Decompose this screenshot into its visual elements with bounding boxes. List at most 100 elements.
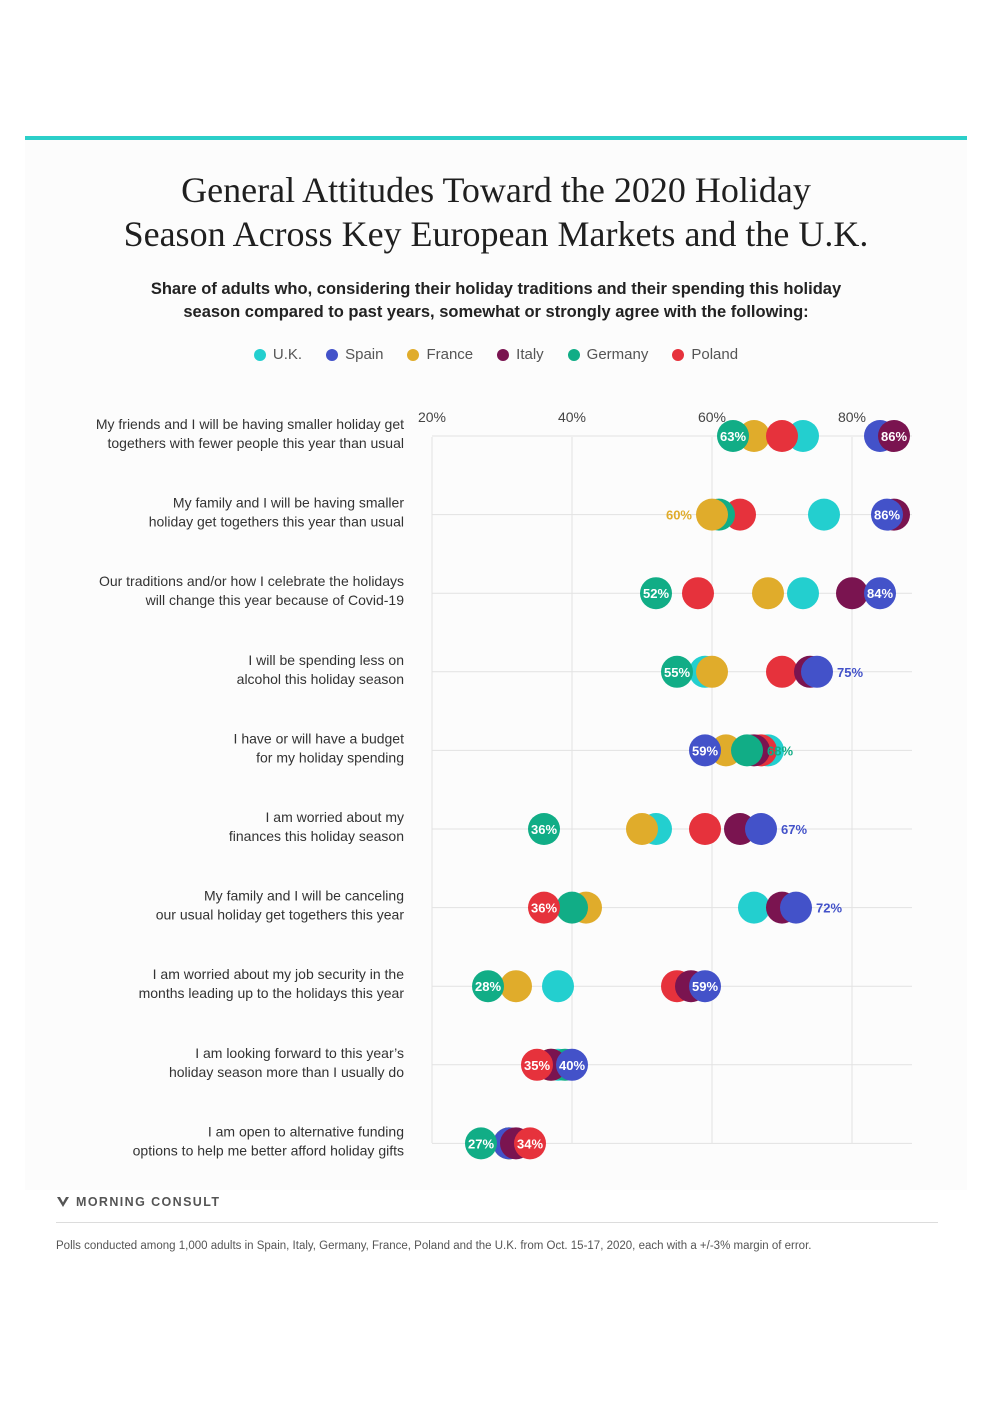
dot-row-7-germany <box>556 891 588 924</box>
dot-row-3-poland <box>682 577 714 610</box>
data-label-row-10-low: 27% <box>468 1136 494 1151</box>
x-tick-label-60: 60% <box>698 409 726 425</box>
legend-dot-spain <box>326 348 339 361</box>
x-tick-label-40: 40% <box>558 409 586 425</box>
dot-row-6-france <box>626 813 658 845</box>
row-label-9-line-1: I am looking forward to this year’s <box>195 1045 404 1061</box>
data-label-row-6-low: 36% <box>531 822 557 837</box>
data-label-row-3-high: 84% <box>867 586 893 601</box>
dot-row-1-italy <box>878 420 910 452</box>
title-line-2: Season Across Key European Markets and t… <box>123 214 869 254</box>
title-line-1: General Attitudes Toward the 2020 Holida… <box>181 170 811 210</box>
row-label-7-line-2: our usual holiday get togethers this yea… <box>156 907 405 923</box>
row-label-6-line-1: I am worried about my <box>266 809 405 825</box>
morning-consult-logo-icon <box>57 1197 69 1207</box>
data-label-row-7-high: 72% <box>816 901 842 916</box>
dot-row-2-uk <box>808 498 840 531</box>
dot-row-1-germany <box>717 420 749 452</box>
data-label-row-5-low: 59% <box>692 743 718 758</box>
dot-row-1-poland <box>766 420 798 452</box>
data-label-row-9-low: 35% <box>524 1058 550 1073</box>
dot-row-10-germany <box>465 1127 497 1160</box>
dot-row-9-poland <box>521 1048 553 1081</box>
legend-dot-poland <box>672 348 685 361</box>
dot-row-3-spain <box>864 577 896 610</box>
dot-row-2-spain <box>871 498 903 531</box>
legend-dot-france <box>407 348 420 361</box>
x-tick-label-80: 80% <box>838 409 866 425</box>
dot-row-4-poland <box>766 655 798 688</box>
legend-item-uk: U.K. <box>253 346 303 363</box>
dot-row-2-france <box>696 498 728 531</box>
row-label-1-line-1: My friends and I will be having smaller … <box>96 416 404 432</box>
row-label-7-line-1: My family and I will be canceling <box>204 888 404 904</box>
data-label-row-2-low: 60% <box>666 508 692 523</box>
chart-subtitle: Share of adults who, considering their h… <box>120 278 872 324</box>
legend-label-france: France <box>426 346 474 363</box>
legend-item-italy: Italy <box>497 346 544 363</box>
data-label-row-8-low: 28% <box>475 979 501 994</box>
legend-item-spain: Spain <box>326 346 383 363</box>
dot-row-3-france <box>752 577 784 610</box>
row-label-2-line-1: My family and I will be having smaller <box>173 495 404 511</box>
legend-label-poland: Poland <box>691 346 739 363</box>
accent-bar <box>25 136 967 140</box>
row-label-9-line-2: holiday season more than I usually do <box>169 1064 404 1080</box>
dot-row-7-poland <box>528 891 560 924</box>
data-label-row-4-low: 55% <box>664 665 690 680</box>
dot-row-7-spain <box>780 891 812 924</box>
row-label-1-line-2: togethers with fewer people this year th… <box>107 435 404 451</box>
row-label-4-line-2: alcohol this holiday season <box>237 671 404 687</box>
row-label-8-line-2: months leading up to the holidays this y… <box>139 985 405 1001</box>
data-label-row-4-high: 75% <box>837 665 863 680</box>
dot-row-10-poland <box>514 1127 546 1160</box>
dot-row-6-germany <box>528 813 560 845</box>
dot-row-9-spain <box>556 1048 588 1081</box>
dot-row-6-spain <box>745 813 777 845</box>
legend-label-uk: U.K. <box>272 346 303 363</box>
legend-dot-germany <box>567 348 580 361</box>
row-label-6-line-2: finances this holiday season <box>229 828 404 844</box>
legend-item-germany: Germany <box>567 346 649 363</box>
dot-row-3-italy <box>836 577 868 610</box>
dot-row-4-france <box>696 655 728 688</box>
dot-row-8-spain <box>689 970 721 1003</box>
legend-dot-uk <box>253 348 266 361</box>
legend-dot-italy <box>497 348 510 361</box>
row-label-5-line-1: I have or will have a budget <box>234 730 405 746</box>
data-label-row-10-high: 34% <box>517 1136 543 1151</box>
row-label-10-line-2: options to help me better afford holiday… <box>133 1142 404 1158</box>
data-label-row-2-high: 86% <box>874 508 900 523</box>
dot-row-3-uk <box>787 577 819 610</box>
dot-row-4-germany <box>661 655 693 688</box>
legend-label-germany: Germany <box>586 346 649 363</box>
dot-row-3-germany <box>640 577 672 610</box>
x-tick-label-20: 20% <box>418 409 446 425</box>
row-label-3-line-2: will change this year because of Covid-1… <box>145 592 405 608</box>
dot-row-5-spain <box>689 734 721 767</box>
legend-item-france: France <box>407 346 473 363</box>
data-label-row-8-high: 59% <box>692 979 718 994</box>
dot-row-6-poland <box>689 813 721 845</box>
data-label-row-9-high: 40% <box>559 1058 585 1073</box>
footnote: Polls conducted among 1,000 adults in Sp… <box>56 1240 812 1252</box>
row-label-5-line-2: for my holiday spending <box>256 749 404 765</box>
row-label-4-line-1: I will be spending less on <box>248 652 404 668</box>
subtitle-line-2: season compared to past years, somewhat … <box>183 303 809 321</box>
dot-row-7-uk <box>738 891 770 924</box>
data-label-row-5-high: 68% <box>767 743 793 758</box>
subtitle-line-1: Share of adults who, considering their h… <box>150 280 842 298</box>
chart-title: General Attitudes Toward the 2020 Holida… <box>0 168 992 256</box>
legend-label-spain: Spain <box>345 346 384 363</box>
data-label-row-1-low: 63% <box>720 429 746 444</box>
row-label-3-line-1: Our traditions and/or how I celebrate th… <box>99 573 404 589</box>
row-label-10-line-1: I am open to alternative funding <box>208 1123 404 1139</box>
footer-divider <box>56 1222 938 1223</box>
row-label-2-line-2: holiday get togethers this year than usu… <box>149 514 404 530</box>
data-label-row-1-high: 86% <box>881 429 907 444</box>
legend-item-poland: Poland <box>672 346 738 363</box>
brand-logo: MORNING CONSULT <box>56 1195 220 1209</box>
dot-row-5-germany <box>731 734 763 767</box>
brand-name: MORNING CONSULT <box>76 1195 221 1209</box>
